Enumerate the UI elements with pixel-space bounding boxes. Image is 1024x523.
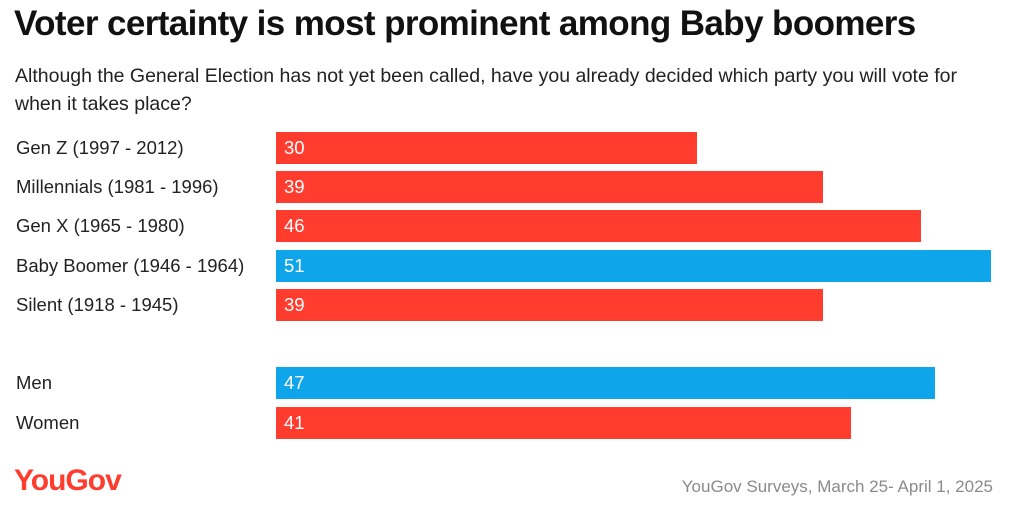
chart-subtitle: Although the General Election has not ye…	[15, 65, 957, 115]
bar: 30	[276, 132, 697, 164]
yougov-logo: YouGov	[14, 464, 122, 497]
bar: 51	[276, 250, 991, 282]
bar-value-label: 39	[284, 294, 305, 315]
category-label: Baby Boomer (1946 - 1964)	[16, 255, 245, 276]
category-label: Gen Z (1997 - 2012)	[16, 137, 184, 158]
category-label: Men	[16, 372, 52, 393]
bar-value-label: 47	[284, 372, 305, 393]
category-label: Millennials (1981 - 1996)	[16, 176, 219, 197]
bar-value-label: 30	[284, 137, 305, 158]
category-label: Silent (1918 - 1945)	[16, 294, 179, 315]
bar-value-label: 46	[284, 215, 305, 236]
chart-title: Voter certainty is most prominent among …	[14, 4, 916, 43]
bar: 41	[276, 407, 851, 439]
bar-value-label: 39	[284, 176, 305, 197]
source-note: YouGov Surveys, March 25- April 1, 2025	[681, 477, 993, 496]
bar: 47	[276, 367, 935, 399]
bar-value-label: 41	[284, 412, 305, 433]
bar-value-label: 51	[284, 255, 305, 276]
category-label: Gen X (1965 - 1980)	[16, 215, 185, 236]
bar: 39	[276, 289, 823, 321]
category-label: Women	[16, 412, 80, 433]
bar: 39	[276, 171, 823, 203]
bar: 46	[276, 210, 921, 242]
